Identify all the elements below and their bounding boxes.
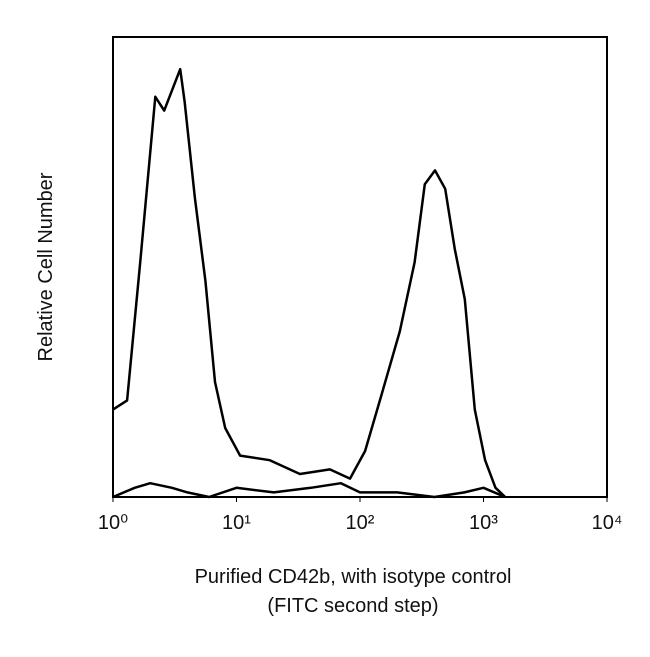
x-axis-label: Purified CD42b, with isotype control (195, 566, 512, 588)
x-tick-label: 10¹ (222, 512, 251, 534)
x-tick-label: 10⁰ (98, 512, 128, 534)
x-tick-label: 10² (346, 512, 375, 534)
x-tick-label: 10³ (469, 512, 498, 534)
series-line (112, 67, 507, 498)
x-tick-label: 10⁴ (592, 512, 623, 534)
x-axis-label: (FITC second step) (267, 595, 438, 617)
series-line (112, 481, 506, 499)
plot-frame (112, 36, 608, 498)
y-axis-label: Relative Cell Number (35, 172, 57, 361)
